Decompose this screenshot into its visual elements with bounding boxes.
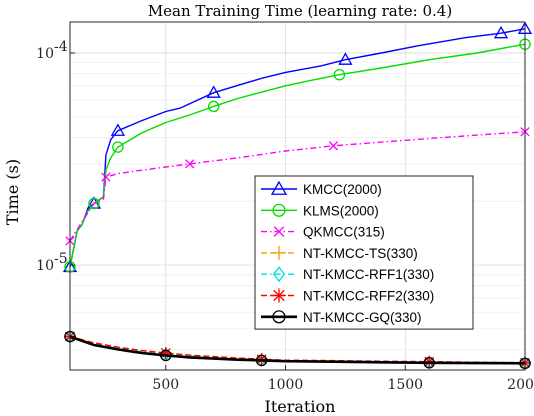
data-point-marker [112, 141, 124, 153]
y-tick-exponent: -5 [54, 251, 68, 267]
legend-label: NT-KMCC-RFF1(330) [303, 267, 434, 282]
series-line [69, 335, 526, 365]
series-line [69, 335, 526, 364]
data-point-marker [160, 349, 172, 362]
x-tick-label: 1000 [268, 377, 304, 393]
data-point-marker [88, 197, 100, 210]
y-tick-label: 10 [36, 258, 54, 274]
data-point-marker [255, 354, 268, 367]
y-tick-label: 10 [36, 46, 54, 62]
legend-label: QKMCC(315) [303, 225, 385, 240]
data-point-marker [423, 357, 435, 369]
series-line [69, 335, 526, 364]
series-line [69, 28, 526, 268]
legend-entry: KLMS(2000) [261, 203, 379, 218]
legend: KMCC(2000) KLMS(2000) QKMCC(315) NT-KMCC-TS… [254, 175, 474, 330]
x-axis-ticks: 500 1000 1500 2000 [152, 365, 534, 393]
data-point-marker [110, 123, 126, 136]
legend-entry: QKMCC(315) [261, 225, 385, 240]
data-point-marker [272, 245, 286, 260]
data-point-marker [270, 180, 288, 195]
data-point-marker [206, 85, 221, 98]
legend-label: NT-KMCC-GQ(330) [303, 310, 422, 325]
data-point-marker [272, 288, 286, 303]
legend-label: NT-KMCC-RFF2(330) [303, 289, 434, 304]
x-tick-label: 1500 [387, 377, 423, 393]
legend-label: NT-KMCC-TS(330) [303, 246, 418, 261]
x-tick-label: 2000 [507, 377, 534, 393]
x-axis-label: Iteration [265, 397, 336, 416]
x-tick-label: 500 [152, 377, 179, 393]
data-point-marker [159, 346, 172, 359]
series-layer [62, 21, 533, 371]
y-axis-ticks: 10-510-4 [36, 39, 75, 274]
data-point-marker [272, 203, 286, 217]
y-tick-exponent: -4 [54, 39, 68, 55]
data-point-marker [272, 266, 286, 283]
data-point-marker [185, 159, 195, 169]
series-qkmcc-315 [65, 127, 530, 246]
legend-label: KLMS(2000) [303, 203, 379, 218]
plot-frame [69, 21, 526, 371]
legend-entry: NT-KMCC-RFF2(330) [261, 288, 434, 304]
legend-entry: NT-KMCC-RFF1(330) [261, 266, 434, 283]
chart-title: Mean Training Time (learning rate: 0.4) [148, 2, 452, 20]
legend-entry: NT-KMCC-GQ(330) [261, 310, 422, 325]
data-point-marker [333, 68, 346, 81]
data-point-marker [328, 141, 339, 151]
data-point-marker [207, 100, 220, 113]
data-point-marker [338, 52, 353, 65]
legend-entry: NT-KMCC-TS(330) [261, 246, 418, 261]
legend-label: KMCC(2000) [303, 182, 382, 197]
data-point-marker [101, 172, 111, 182]
data-point-marker [272, 310, 286, 324]
series-line [69, 43, 526, 268]
y-axis-label: Time (s) [3, 159, 22, 225]
data-point-marker [273, 226, 285, 237]
data-point-marker [493, 25, 509, 39]
legend-entry: KMCC(2000) [261, 180, 382, 197]
